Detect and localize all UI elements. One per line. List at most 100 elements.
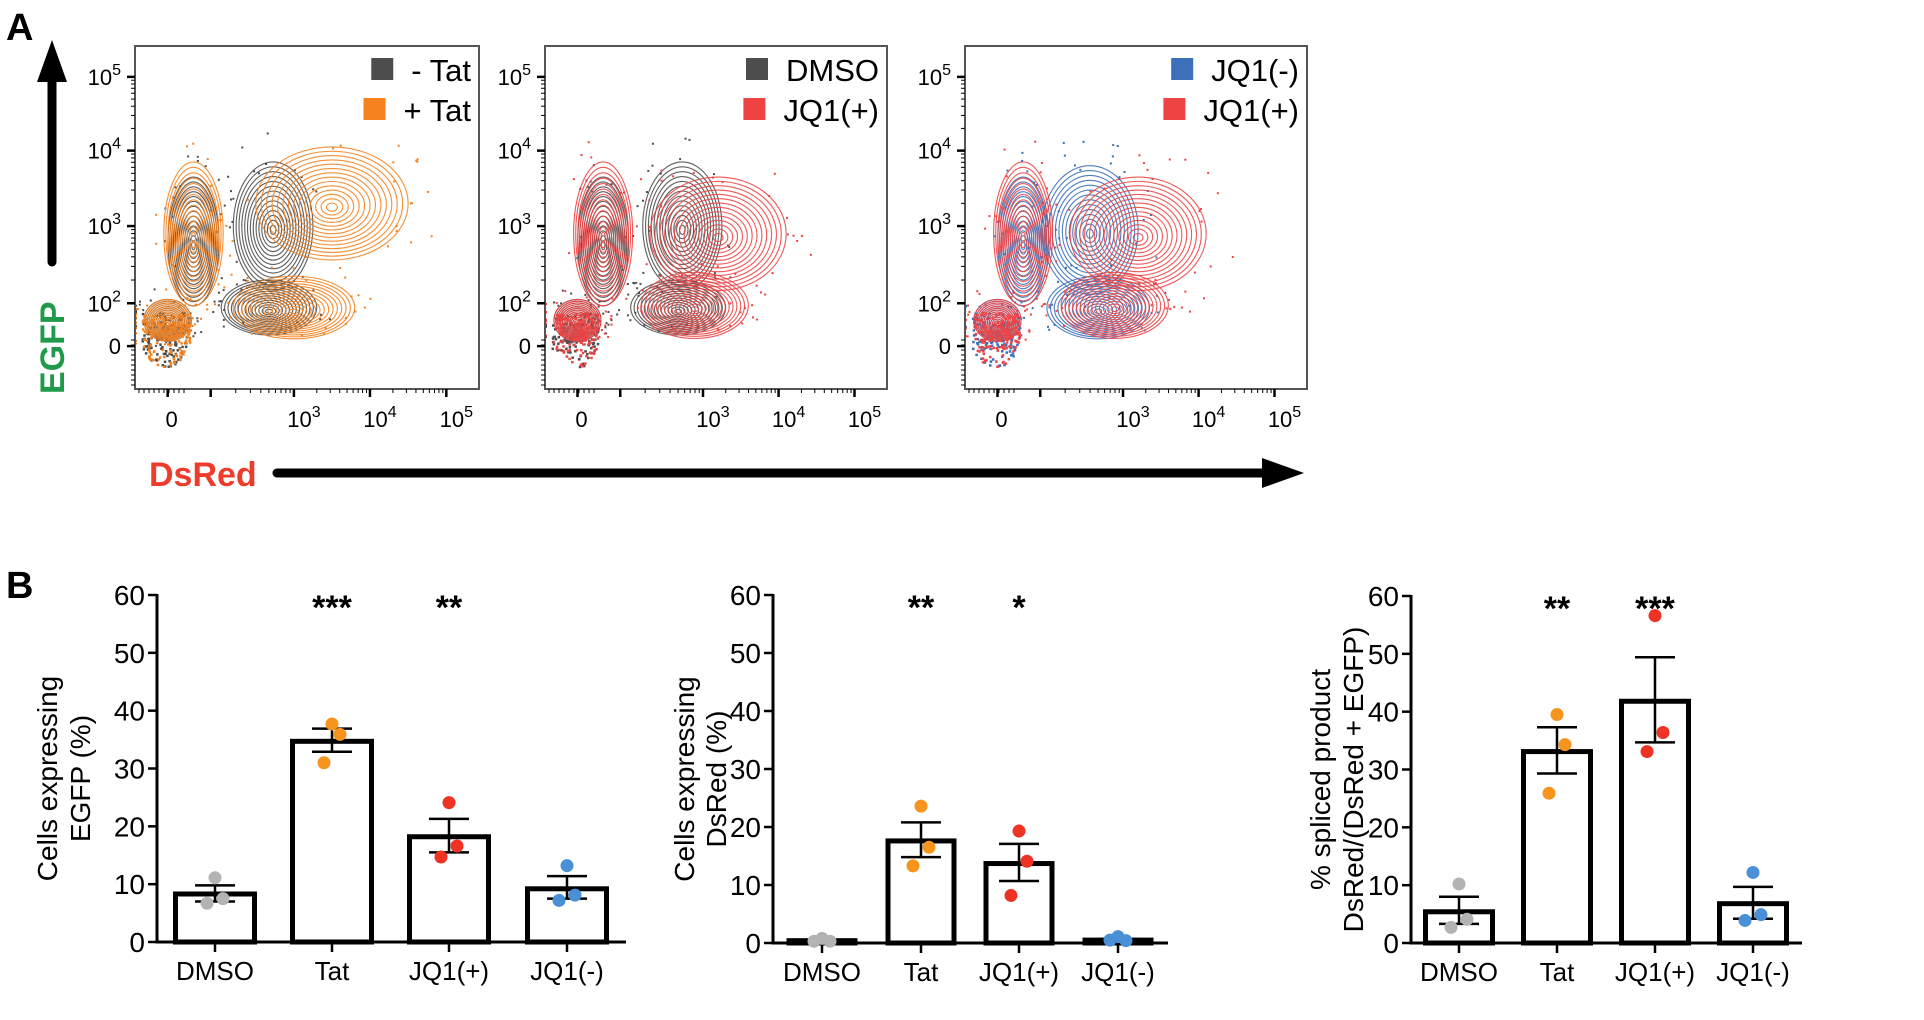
event-dot [397, 144, 400, 147]
data-point [1550, 708, 1564, 722]
contour-line [654, 180, 782, 288]
event-dot [171, 263, 174, 266]
tick-exponent: 5 [872, 404, 881, 421]
contour-line [1093, 198, 1183, 273]
event-dot [393, 180, 396, 183]
event-dot [227, 175, 230, 178]
event-dot [1018, 336, 1022, 339]
event-dot [578, 322, 582, 326]
event-dot [984, 338, 987, 341]
event-dot [1198, 209, 1201, 212]
contour-line [315, 193, 349, 220]
event-dot [1002, 315, 1006, 318]
contour-line [673, 198, 763, 273]
y-tick-label: 10 [1368, 870, 1399, 901]
event-dot [1048, 304, 1051, 307]
tick-exponent: 3 [112, 211, 121, 228]
event-dot [641, 289, 644, 292]
y-tick-label: 20 [114, 811, 145, 842]
event-dot [1018, 334, 1022, 338]
event-dot [363, 306, 366, 309]
event-dot [1079, 168, 1082, 171]
event-dot [392, 161, 395, 164]
event-dot [589, 312, 592, 316]
event-dot [800, 234, 803, 237]
event-dot [578, 365, 582, 369]
event-dot [590, 318, 594, 321]
x-tick-label: JQ1(+) [1615, 957, 1695, 987]
contour-line [220, 279, 318, 336]
event-dot [1011, 316, 1015, 320]
contour-line [707, 228, 729, 246]
event-dot [989, 347, 992, 351]
event-dot [258, 172, 261, 175]
tick-base: 10 [287, 407, 311, 432]
event-dot [1002, 344, 1006, 347]
contour-line [973, 298, 1022, 342]
tick-base: 10 [918, 291, 942, 316]
y-tick-label: 105 [88, 62, 121, 90]
panel-label-b: B [6, 565, 33, 607]
y-tick-label: 50 [1368, 639, 1399, 670]
event-dot [1207, 171, 1210, 174]
event-dot [976, 349, 980, 353]
event-dot [1063, 154, 1066, 157]
event-dot [773, 172, 776, 175]
event-dot [141, 340, 145, 343]
contour-line [566, 313, 589, 333]
event-dot [568, 252, 571, 255]
event-dot [679, 158, 682, 161]
contour-line [592, 210, 615, 263]
x-tick-label: JQ1(-) [1716, 957, 1790, 987]
event-dot [186, 342, 189, 345]
event-dot [1165, 307, 1168, 310]
event-dot [222, 289, 225, 292]
event-dot [153, 325, 156, 329]
event-dot [162, 365, 166, 369]
event-dot [560, 349, 563, 352]
contour-line [1068, 277, 1162, 335]
event-dot [141, 338, 145, 341]
event-dot [142, 322, 146, 326]
y-tick-label: 50 [114, 638, 145, 669]
contour-line [172, 191, 215, 294]
x-tick-label: 105 [1268, 404, 1301, 432]
contour-line [682, 300, 707, 317]
event-dot [1016, 343, 1019, 347]
y-tick-label: 0 [109, 334, 121, 359]
event-dot [572, 339, 576, 342]
event-dot [981, 340, 984, 344]
event-dot [1003, 329, 1007, 333]
event-dot [586, 352, 589, 356]
contour-line [175, 193, 211, 278]
contour-line [162, 318, 174, 329]
tick-exponent: 4 [796, 404, 805, 421]
data-point [823, 934, 837, 948]
contour-line [150, 305, 186, 338]
event-dot [990, 341, 993, 345]
contour-line [1091, 292, 1139, 323]
event-dot [574, 345, 577, 348]
event-dot [659, 172, 662, 175]
event-dot [578, 335, 582, 339]
x-tick-label: 103 [287, 404, 320, 432]
contour-line [579, 177, 627, 292]
event-dot [265, 162, 268, 165]
contour-line [986, 313, 1009, 333]
event-dot [169, 344, 172, 347]
event-dot [312, 289, 315, 292]
event-dot [1010, 339, 1013, 342]
event-dot [979, 339, 982, 342]
event-dot [209, 184, 212, 187]
event-dot [410, 202, 413, 205]
event-dot [192, 335, 195, 338]
event-dot [195, 303, 198, 306]
x-tick-label: Tat [1540, 957, 1575, 987]
y-tick-label: 104 [88, 136, 121, 164]
event-dot [645, 263, 648, 266]
event-dot [986, 345, 990, 349]
event-dot [181, 345, 184, 349]
significance-marker: *** [1635, 590, 1675, 628]
event-dot [141, 320, 145, 323]
tick-base: 10 [918, 65, 942, 90]
